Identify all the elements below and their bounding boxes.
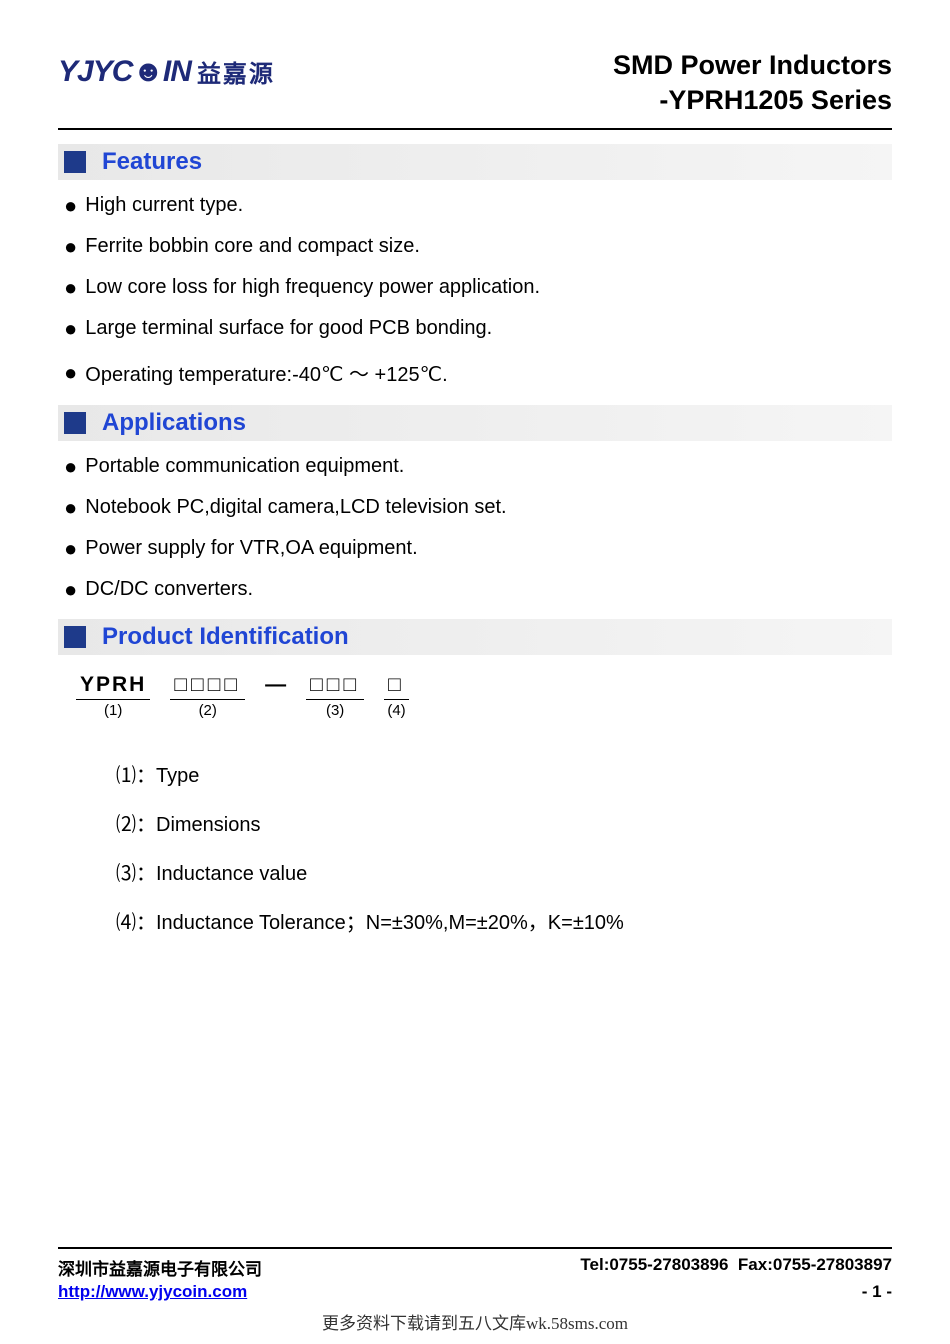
footer: 深圳市益嘉源电子有限公司 Tel:0755-27803896 Fax:0755-… (58, 1247, 892, 1302)
pid-label-4: (4) (387, 702, 405, 719)
definition-item: ⑶：Inductance value (116, 857, 892, 886)
pid-label-1: (1) (104, 702, 122, 719)
pid-part-2: □□□□ (2) (170, 673, 245, 719)
square-icon (64, 626, 86, 648)
pid-top-2: □□□□ (170, 673, 245, 700)
applications-list: ● Portable communication equipment. ● Note… (58, 455, 892, 601)
list-item: ● High current type. (58, 194, 892, 217)
logo-text-cn: 益嘉源 (197, 54, 275, 89)
section-title-applications: Applications (102, 409, 246, 437)
section-title-product-id: Product Identification (102, 623, 349, 651)
feature-text: Large terminal surface for good PCB bond… (85, 317, 492, 340)
header: YJYC☻IN 益嘉源 SMD Power Inductors -YPRH120… (58, 48, 892, 118)
pid-label-3: (3) (326, 702, 344, 719)
watermark-text: 更多资料下载请到五八文库wk.58sms.com (0, 1309, 950, 1334)
section-header-product-id: Product Identification (58, 619, 892, 655)
definition-item: ⑵：Dimensions (116, 808, 892, 837)
pid-part-4: □ (4) (384, 673, 409, 719)
footer-fax: Fax:0755-27803897 (738, 1255, 892, 1274)
square-icon (64, 151, 86, 173)
footer-row-1: 深圳市益嘉源电子有限公司 Tel:0755-27803896 Fax:0755-… (58, 1255, 892, 1280)
bullet-icon: ● (64, 497, 77, 519)
def-text: ：Dimensions (136, 814, 260, 836)
bullet-icon: ● (64, 277, 77, 299)
pid-part-1: YPRH (1) (76, 673, 150, 719)
def-num: ⑵ (116, 814, 136, 836)
list-item: ● Ferrite bobbin core and compact size. (58, 235, 892, 258)
def-num: ⑷ (116, 912, 136, 934)
list-item: ● Notebook PC,digital camera,LCD televisi… (58, 496, 892, 519)
pid-part-3: □□□ (3) (306, 673, 364, 719)
bullet-icon: ● (64, 236, 77, 258)
pid-top-3: □□□ (306, 673, 364, 700)
title-line-2: -YPRH1205 Series (613, 83, 892, 118)
bullet-icon: ● (64, 195, 77, 217)
footer-contact: Tel:0755-27803896 Fax:0755-27803897 (580, 1255, 892, 1280)
logo-text-en: YJYC☻IN (58, 55, 191, 89)
bullet-icon: ● (64, 362, 77, 384)
feature-text: Low core loss for high frequency power a… (85, 276, 540, 299)
def-text: ：Type (136, 765, 199, 787)
application-text: DC/DC converters. (85, 578, 253, 601)
def-num: ⑴ (116, 765, 136, 787)
document-title: SMD Power Inductors -YPRH1205 Series (613, 48, 892, 118)
bullet-icon: ● (64, 456, 77, 478)
footer-company: 深圳市益嘉源电子有限公司 (58, 1255, 262, 1280)
footer-url-link[interactable]: http://www.yjycoin.com (58, 1282, 247, 1302)
bullet-icon: ● (64, 318, 77, 340)
footer-page-number: - 1 - (862, 1282, 892, 1302)
bullet-icon: ● (64, 579, 77, 601)
product-id-definitions: ⑴：Type ⑵：Dimensions ⑶：Inductance value ⑷… (116, 759, 892, 935)
list-item: ● Low core loss for high frequency power … (58, 276, 892, 299)
list-item: ● DC/DC converters. (58, 578, 892, 601)
feature-text: Ferrite bobbin core and compact size. (85, 235, 420, 258)
footer-tel: Tel:0755-27803896 (580, 1255, 728, 1274)
list-item: ● Power supply for VTR,OA equipment. (58, 537, 892, 560)
pid-top-4: □ (384, 673, 409, 700)
feature-text: High current type. (85, 194, 243, 217)
feature-text: Operating temperature:-40℃ ～ +125℃. (85, 358, 447, 387)
section-title-features: Features (102, 148, 202, 176)
square-icon (64, 412, 86, 434)
footer-divider (58, 1247, 892, 1249)
footer-row-2: http://www.yjycoin.com - 1 - (58, 1282, 892, 1302)
section-header-features: Features (58, 144, 892, 180)
logo: YJYC☻IN 益嘉源 (58, 54, 275, 89)
def-text: ：Inductance value (136, 863, 307, 885)
application-text: Notebook PC,digital camera,LCD televisio… (85, 496, 506, 519)
application-text: Power supply for VTR,OA equipment. (85, 537, 417, 560)
definition-item: ⑷：Inductance Tolerance；N=±30%,M=±20%，K=±… (116, 906, 892, 935)
list-item: ● Operating temperature:-40℃ ～ +125℃. (58, 358, 892, 387)
product-id-pattern: YPRH (1) □□□□ (2) — □□□ (3) □ (4) (76, 673, 892, 719)
pid-label-2: (2) (199, 702, 217, 719)
list-item: ● Portable communication equipment. (58, 455, 892, 478)
features-list: ● High current type. ● Ferrite bobbin core… (58, 194, 892, 387)
def-num: ⑶ (116, 863, 136, 885)
definition-item: ⑴：Type (116, 759, 892, 788)
bullet-icon: ● (64, 538, 77, 560)
section-header-applications: Applications (58, 405, 892, 441)
header-divider (58, 128, 892, 130)
list-item: ● Large terminal surface for good PCB bon… (58, 317, 892, 340)
pid-top-1: YPRH (76, 673, 150, 700)
application-text: Portable communication equipment. (85, 455, 404, 478)
def-text: ：Inductance Tolerance；N=±30%,M=±20%，K=±1… (136, 912, 624, 934)
title-line-1: SMD Power Inductors (613, 48, 892, 83)
pid-dash: — (265, 673, 286, 697)
